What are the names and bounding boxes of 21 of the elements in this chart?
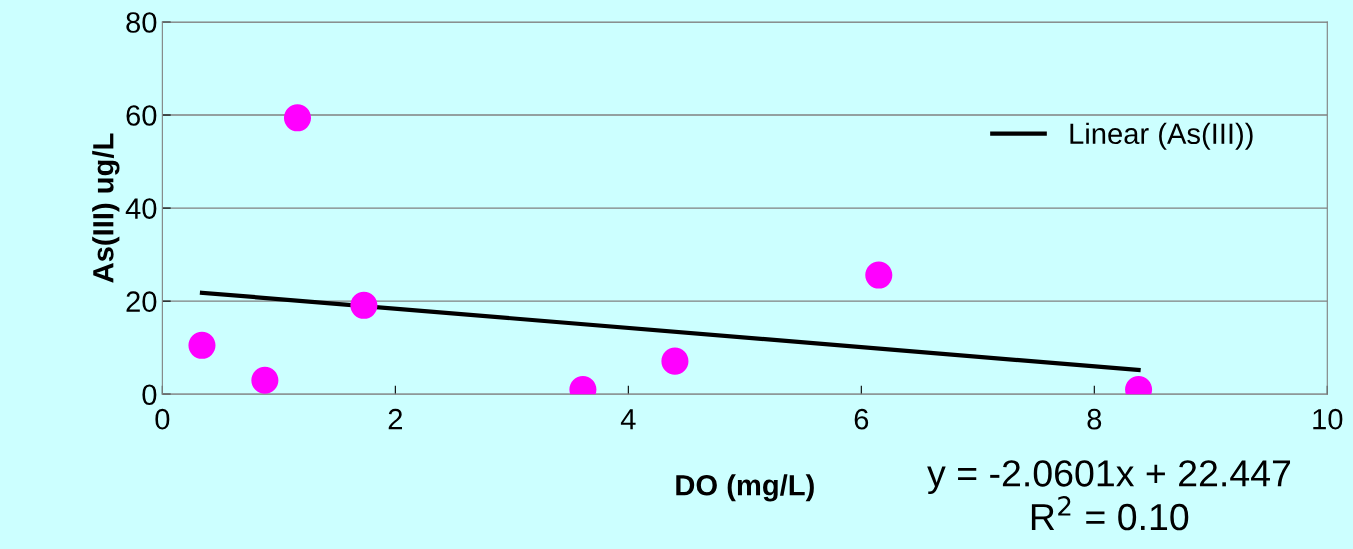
x-tick-label: 4 (620, 409, 636, 430)
point (283, 104, 312, 132)
point (865, 261, 893, 289)
point (188, 331, 216, 359)
point (350, 291, 378, 319)
x-axis-title: DO (mg/L) (676, 474, 814, 502)
x-tick-label: 6 (854, 408, 869, 430)
y-tick-label: 20 (126, 291, 157, 312)
text: y = -2.0601x + 22.447 (927, 460, 1291, 495)
y-tick-label: 0 (142, 384, 157, 406)
x-tick-label: 10 (1313, 408, 1343, 430)
point (661, 347, 689, 375)
y-tick-label: 40 (125, 198, 157, 219)
legend-label: Linear (As(III)) (1070, 122, 1253, 150)
y-axis-title: As(III) ug/L (92, 133, 120, 283)
point (251, 366, 279, 394)
text: R$^{2}$ = 0.10 (1031, 496, 1189, 531)
x-tick-label: 8 (1087, 408, 1102, 430)
y-tick-label: 60 (126, 105, 157, 126)
y-tick-label: 80 (126, 12, 157, 33)
x-tick-label: 2 (388, 408, 402, 430)
